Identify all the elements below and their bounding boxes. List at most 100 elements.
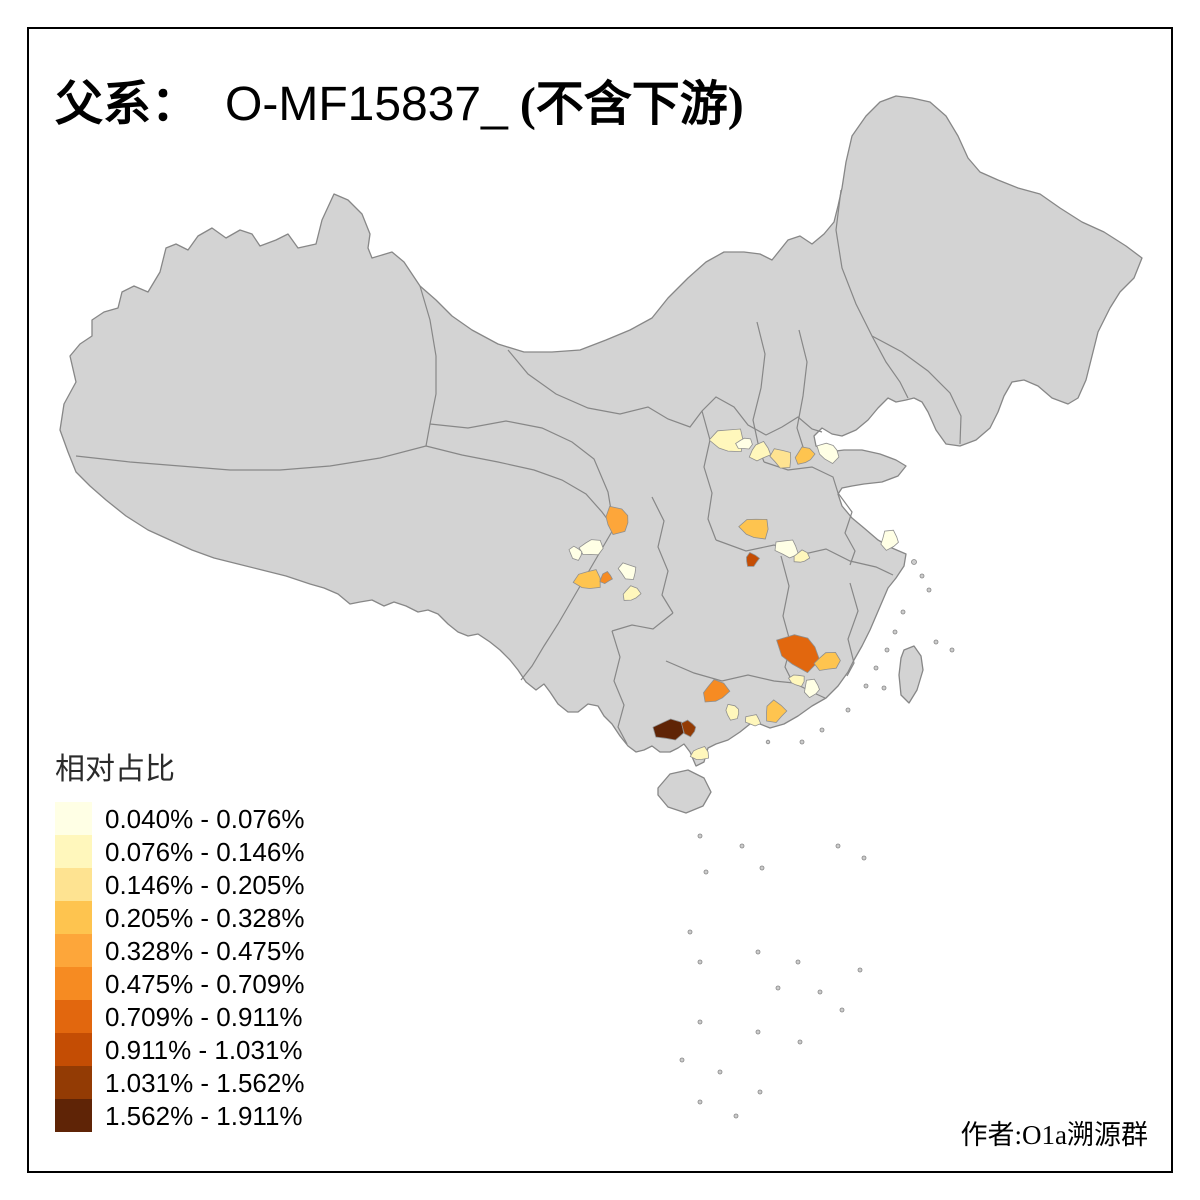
province-border [419, 285, 437, 447]
taiwan-island [898, 645, 924, 704]
small-islands [679, 559, 955, 1119]
province-border [651, 496, 674, 614]
map-region [568, 545, 583, 561]
legend-item: 0.040% - 0.076% [55, 802, 304, 835]
legend-item-label: 0.205% - 0.328% [105, 902, 305, 933]
map-region [880, 529, 899, 551]
province-border [425, 445, 615, 529]
legend-swatch [55, 1066, 92, 1099]
hainan-island [657, 769, 712, 814]
legend-swatch [55, 868, 92, 901]
province-border [611, 630, 628, 745]
legend-item-label: 0.328% - 0.475% [105, 935, 305, 966]
legend-swatch [55, 934, 92, 967]
map-region [735, 437, 753, 450]
island-speck [884, 647, 890, 653]
island-speck [697, 959, 703, 965]
province-border [611, 612, 674, 632]
legend-swatch [55, 1000, 92, 1033]
island-speck [911, 559, 917, 565]
map-region [748, 440, 772, 462]
map-region [725, 703, 740, 721]
map-region [766, 699, 788, 723]
province-border [75, 445, 427, 471]
map-region [816, 442, 840, 465]
islands [657, 559, 955, 1119]
legend-item-label: 0.709% - 0.911% [105, 1001, 303, 1032]
map-region [794, 446, 816, 465]
island-speck [839, 1007, 845, 1013]
province-border [835, 189, 909, 399]
island-speck [863, 683, 869, 689]
island-speck [759, 865, 765, 871]
province-border [846, 582, 859, 677]
island-speck [845, 707, 851, 713]
island-speck [919, 573, 925, 579]
attribution: 作者:O1a溯源群 [960, 1120, 1148, 1150]
island-speck [717, 1069, 723, 1075]
legend-swatch [55, 835, 92, 868]
island-speck [861, 855, 867, 861]
province-border [871, 335, 962, 445]
map-region [605, 505, 629, 535]
legend-item: 1.031% - 1.562% [55, 1066, 304, 1099]
legend-swatch [55, 1033, 92, 1066]
map-region [744, 714, 762, 727]
china-mainland [59, 95, 1143, 767]
legend-item: 0.146% - 0.205% [55, 868, 304, 901]
legend-item: 0.205% - 0.328% [55, 901, 304, 934]
legend-item-label: 0.076% - 0.146% [105, 836, 305, 867]
island-speck [733, 1113, 739, 1119]
legend-item: 1.562% - 1.911% [55, 1099, 304, 1132]
map-region [703, 679, 731, 703]
legend-swatch [55, 967, 92, 1000]
map-region [622, 585, 642, 601]
island-speck [687, 929, 693, 935]
legend: 相对占比 0.040% - 0.076% 0.076% - 0.146% 0.146… [55, 744, 304, 1132]
map-region [689, 746, 710, 761]
legend-item: 0.911% - 1.031% [55, 1033, 304, 1066]
province-border [715, 539, 894, 576]
island-speck [755, 1029, 761, 1035]
island-speck [757, 1089, 763, 1095]
island-speck [881, 685, 887, 691]
island-speck [697, 1099, 703, 1105]
island-speck [679, 1057, 685, 1063]
legend-item-label: 1.031% - 1.562% [105, 1067, 305, 1098]
island-speck [900, 609, 906, 615]
title-prefix: 父系： [55, 78, 200, 131]
map-region [746, 551, 761, 567]
map-region [652, 718, 685, 741]
island-speck [765, 739, 771, 745]
map-region [769, 448, 792, 469]
island-speck [739, 843, 745, 849]
island-speck [697, 833, 703, 839]
page-title: 父系： O-MF15837_ (不含下游) [55, 64, 744, 134]
island-speck [873, 665, 879, 671]
island-speck [703, 869, 709, 875]
island-speck [949, 647, 955, 653]
legend-item-label: 1.562% - 1.911% [105, 1100, 303, 1131]
island-speck [775, 985, 781, 991]
island-speck [755, 949, 761, 955]
legend-item: 0.475% - 0.709% [55, 967, 304, 1000]
title-id: O-MF15837_ [225, 78, 508, 131]
province-border [837, 492, 856, 566]
legend-item-label: 0.040% - 0.076% [105, 803, 305, 834]
legend-swatch [55, 1099, 92, 1132]
legend-items: 0.040% - 0.076% 0.076% - 0.146% 0.146% - 0… [55, 802, 304, 1132]
province-border [520, 527, 615, 681]
map-region [572, 569, 601, 589]
island-speck [857, 967, 863, 973]
province-border [780, 555, 793, 682]
island-speck [892, 629, 898, 635]
island-speck [799, 739, 805, 745]
map-region [787, 674, 805, 687]
island-speck [933, 639, 939, 645]
legend-swatch [55, 802, 92, 835]
province-border [429, 420, 615, 529]
map-region [617, 562, 637, 580]
legend-item: 0.709% - 0.911% [55, 1000, 304, 1033]
